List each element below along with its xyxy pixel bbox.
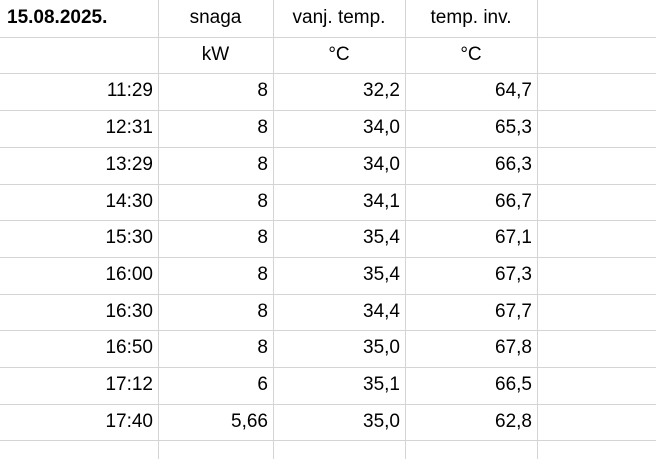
column-border: [158, 0, 159, 459]
row-border: [0, 220, 656, 221]
value-cell: 8: [257, 301, 268, 322]
value-cell: 67,7: [495, 301, 532, 322]
value-cell: 35,4: [363, 264, 400, 285]
row-border: [0, 330, 656, 331]
date-cell: 15.08.2025.: [7, 7, 108, 28]
value-cell: 34,1: [363, 191, 400, 212]
value-cell: 6: [257, 374, 268, 395]
value-cell: 66,7: [495, 191, 532, 212]
time-cell: 14:30: [105, 191, 153, 212]
value-cell: 8: [257, 117, 268, 138]
unit-cell: °C: [460, 44, 482, 65]
value-cell: 35,0: [363, 411, 400, 432]
value-cell: 8: [257, 154, 268, 175]
value-cell: 8: [257, 80, 268, 101]
time-cell: 17:12: [105, 374, 153, 395]
value-cell: 67,1: [495, 227, 532, 248]
column-header: vanj. temp.: [292, 7, 386, 28]
column-border: [273, 0, 274, 459]
value-cell: 34,0: [363, 154, 400, 175]
value-cell: 34,0: [363, 117, 400, 138]
time-cell: 13:29: [105, 154, 153, 175]
value-cell: 35,1: [363, 374, 400, 395]
time-cell: 11:29: [106, 80, 153, 101]
column-border: [405, 0, 406, 459]
row-border: [0, 73, 656, 74]
value-cell: 67,8: [495, 337, 532, 358]
value-cell: 5,66: [231, 411, 268, 432]
value-cell: 8: [257, 337, 268, 358]
row-border: [0, 257, 656, 258]
value-cell: 65,3: [495, 117, 532, 138]
row-border: [0, 440, 656, 441]
value-cell: 66,5: [495, 374, 532, 395]
value-cell: 8: [257, 227, 268, 248]
value-cell: 8: [257, 264, 268, 285]
value-cell: 35,4: [363, 227, 400, 248]
value-cell: 35,0: [363, 337, 400, 358]
time-cell: 15:30: [105, 227, 153, 248]
unit-cell: kW: [201, 44, 230, 65]
value-cell: 62,8: [495, 411, 532, 432]
row-border: [0, 110, 656, 111]
row-border: [0, 37, 656, 38]
row-border: [0, 367, 656, 368]
row-border: [0, 147, 656, 148]
value-cell: 67,3: [495, 264, 532, 285]
row-border: [0, 184, 656, 185]
value-cell: 32,2: [363, 80, 400, 101]
value-cell: 64,7: [495, 80, 532, 101]
value-cell: 34,4: [363, 301, 400, 322]
row-border: [0, 404, 656, 405]
value-cell: 66,3: [495, 154, 532, 175]
time-cell: 16:50: [105, 337, 153, 358]
column-header: temp. inv.: [430, 7, 512, 28]
time-cell: 16:30: [105, 301, 153, 322]
time-cell: 12:31: [105, 117, 153, 138]
column-header: snaga: [189, 7, 242, 28]
unit-cell: °C: [328, 44, 350, 65]
column-border: [537, 0, 538, 459]
time-cell: 16:00: [105, 264, 153, 285]
value-cell: 8: [257, 191, 268, 212]
row-border: [0, 294, 656, 295]
time-cell: 17:40: [105, 411, 153, 432]
